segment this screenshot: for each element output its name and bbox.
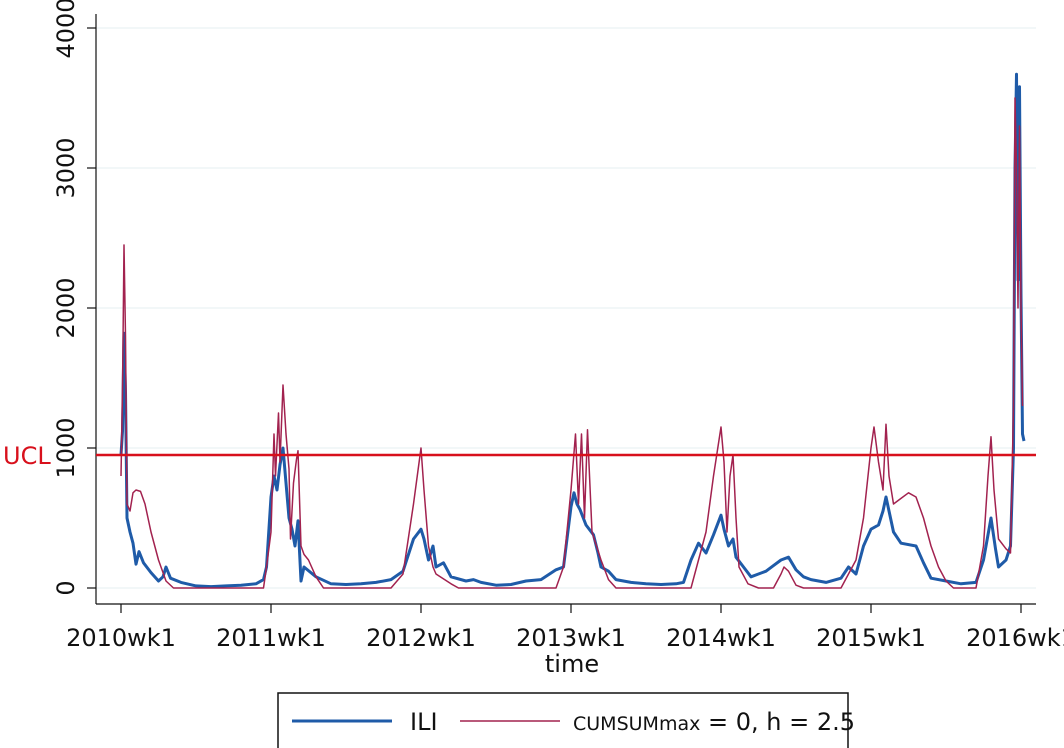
tick-labels: 0 1000 2000 3000 4000 2010wk1 2011wk1 2012wk1 20… [52, 0, 1064, 652]
y-tick-label-1: 1000 [52, 417, 80, 478]
legend-label-cumsum-sub: max [659, 713, 700, 735]
x-axis-title: time [545, 650, 599, 678]
x-tick-label-5: 2015wk1 [816, 624, 926, 652]
series-line-ili [119, 72, 1026, 589]
x-tick-label-1: 2011wk1 [216, 624, 326, 652]
series-layer [119, 72, 1026, 589]
legend-label-cumsum-prefix: CUMSUM [573, 713, 659, 735]
gridlines [96, 27, 1036, 589]
legend-label-cumsum: CUMSUMmax = 0, h = 2.5 [573, 708, 855, 736]
y-tick-label-2: 2000 [52, 277, 80, 338]
x-tick-label-4: 2014wk1 [666, 624, 776, 652]
legend-label-ili: ILI [410, 708, 438, 736]
ucl-label: UCL [3, 442, 51, 470]
y-tick-label-4: 4000 [52, 0, 80, 59]
x-tick-label-2: 2012wk1 [366, 624, 476, 652]
y-tick-label-3: 3000 [52, 137, 80, 198]
x-tick-label-6: 2016wk1 [966, 624, 1064, 652]
x-tick-label-0: 2010wk1 [66, 624, 176, 652]
legend: ILI CUMSUMmax = 0, h = 2.5 [277, 692, 855, 748]
axes [87, 14, 1036, 613]
series-line-cumsum [120, 97, 1024, 589]
legend-label-cumsum-rest: = 0, h = 2.5 [700, 708, 855, 736]
ucl-layer: UCL [3, 442, 1036, 470]
x-tick-label-3: 2013wk1 [516, 624, 626, 652]
y-tick-label-0: 0 [52, 580, 80, 595]
